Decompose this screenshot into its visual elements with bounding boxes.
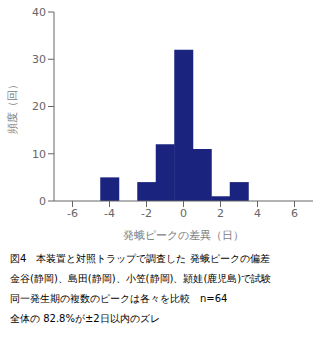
html-text:全体の 82.8%が±2日以内のズレ: 全体の 82.8%が±2日以内のズレ	[10, 313, 160, 324]
html-text:図4 本装置と対照トラップで調査した 発蛾ピークの偏差: 図4 本装置と対照トラップで調査した 発蛾ピークの偏差	[10, 253, 270, 264]
svg-text:4: 4	[254, 207, 261, 220]
svg-text:20: 20	[32, 100, 46, 113]
svg-text:30: 30	[32, 53, 46, 66]
svg-text:0: 0	[180, 207, 187, 220]
html-text:同一発生期の複数のピークは各々を比較 n=64: 同一発生期の複数のピークは各々を比較 n=64	[10, 293, 228, 304]
svg-text:頻度（回）: 頻度（回）	[8, 79, 19, 134]
svg-text:6: 6	[291, 207, 298, 220]
html-text:金谷(静岡)、島田(静岡)、小笠(静岡)、頴娃(鹿児島)で試: 金谷(静岡)、島田(静岡)、小笠(静岡)、頴娃(鹿児島)で試験	[10, 273, 272, 284]
svg-text:-6: -6	[67, 207, 78, 220]
svg-text:2: 2	[217, 207, 224, 220]
svg-text:-2: -2	[141, 207, 152, 220]
svg-text:-4: -4	[104, 207, 115, 220]
svg-text:発蛾ピークの差異（日）: 発蛾ピークの差異（日）	[123, 229, 244, 242]
svg-text:40: 40	[32, 6, 46, 19]
svg-text:0: 0	[39, 195, 46, 208]
svg-text:10: 10	[32, 148, 46, 161]
